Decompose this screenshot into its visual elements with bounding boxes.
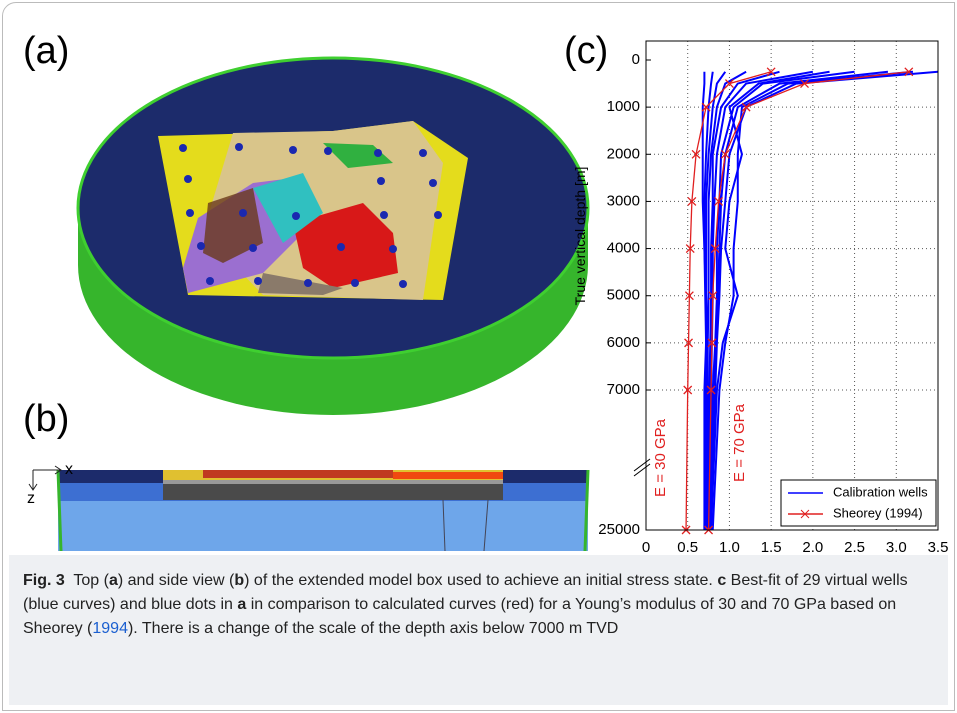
caption-text: ). There is a change of the scale of the…: [127, 620, 619, 637]
curve: [710, 70, 830, 531]
legend-marker: [800, 509, 810, 519]
marker: [707, 338, 717, 348]
y-tick-label: 2000: [607, 145, 640, 162]
marker: [724, 79, 734, 89]
axis-label: x: [65, 461, 73, 478]
y-tick-label: 6000: [607, 334, 640, 351]
figure-panels: (a) (b) (c) x: [23, 30, 949, 555]
axis-break: [633, 463, 651, 477]
panel-label: (b): [23, 398, 69, 440]
x-tick-label: 3.0: [886, 539, 907, 555]
curve: [701, 71, 709, 531]
y-tick-label: 3000: [607, 192, 640, 209]
marker: [683, 385, 693, 395]
marker: [687, 196, 697, 206]
curve: [685, 71, 772, 531]
model-top-view: [76, 56, 590, 415]
caption-text[interactable]: 1994: [92, 620, 128, 637]
marker: [684, 338, 694, 348]
curve: [707, 71, 909, 531]
plot-frame: [645, 40, 939, 531]
plot-area: [646, 41, 938, 530]
y-axis-label: True vertical depth [m]: [572, 167, 588, 306]
curve: [711, 70, 914, 531]
x-tick-label: 1.0: [719, 539, 740, 555]
marker: [800, 79, 809, 89]
x-tick-label: 3.5: [928, 539, 949, 555]
model-side-view: [28, 465, 590, 552]
caption-text: ) of the extended model box used to achi…: [244, 572, 718, 589]
marker: [720, 149, 730, 159]
x-tick-label: 2.0: [802, 539, 823, 555]
marker: [904, 67, 914, 77]
legend: [780, 479, 937, 527]
marker: [710, 244, 720, 254]
y-tick-label: 0: [632, 51, 640, 68]
curve: [705, 70, 780, 531]
marker: [766, 67, 776, 77]
caption: Fig. 3 Top (a) and side view (b) of the …: [9, 555, 948, 705]
caption-text: Best-fit of 29 virtual wells (blue curve…: [23, 572, 913, 613]
marker: [714, 196, 724, 206]
panel-label: (c): [564, 30, 608, 72]
marker: [684, 291, 694, 301]
panel-label: (a): [23, 30, 69, 72]
legend-label: Sheorey (1994): [833, 505, 923, 520]
caption-text: c: [717, 572, 727, 589]
caption-text: b: [234, 572, 245, 589]
marker: [691, 149, 701, 159]
x-tick-label: 0.5: [677, 539, 698, 555]
marker: [741, 102, 751, 112]
caption-text: a: [108, 572, 118, 589]
caption-text: ) and side view (: [117, 572, 235, 589]
marker: [685, 244, 695, 254]
caption-text: Top (: [64, 572, 109, 589]
annotation: E = 30 GPa: [652, 418, 669, 497]
y-tick-label: 4000: [607, 240, 640, 257]
figure-label: Fig. 3: [23, 572, 65, 589]
legend-label: Calibration wells: [833, 484, 928, 499]
x-tick-label: 2.5: [844, 539, 865, 555]
marker: [701, 102, 711, 112]
axis-break: [633, 458, 651, 472]
caption-text: in comparison to calculated curves (red)…: [23, 596, 901, 637]
caption-text: a: [237, 596, 247, 613]
well-dots: [179, 143, 442, 288]
axis-label: z: [27, 490, 35, 507]
y-tick-label: 7000: [607, 381, 640, 398]
annotation: E = 70 GPa: [731, 403, 748, 482]
curve: [707, 70, 855, 531]
curve: [708, 70, 889, 531]
y-tick-label: 25000: [598, 521, 640, 538]
x-tick-label: 0: [642, 539, 650, 555]
marker: [706, 385, 716, 395]
chart: 0 0.5 1.0 1.5 2.0 2.5 3.0 3.5 0 1000 2000 3000 4000 5…: [572, 40, 949, 555]
x-tick-label: 1.5: [761, 539, 782, 555]
y-tick-label: 5000: [607, 287, 640, 304]
marker: [708, 291, 718, 301]
y-tick-label: 1000: [607, 98, 640, 115]
